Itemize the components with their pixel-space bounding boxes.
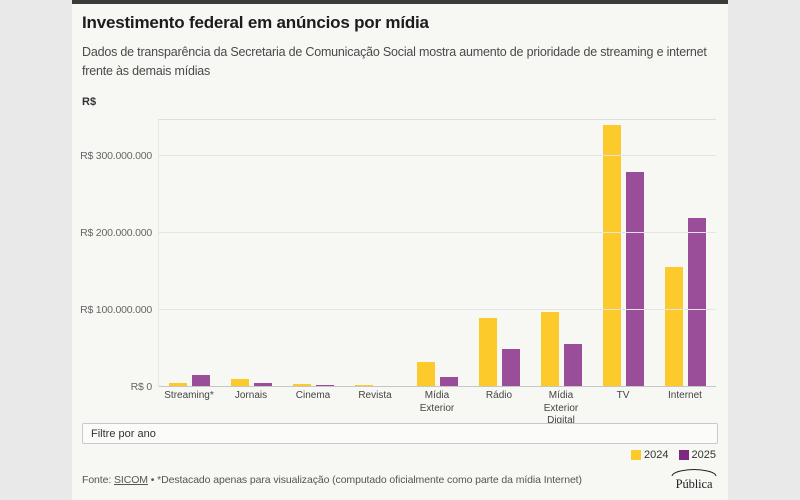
source-rest: • *Destacado apenas para visualização (c… xyxy=(147,474,582,486)
publica-logo: Pública xyxy=(670,468,718,491)
year-filter-select[interactable]: Filtre por ano xyxy=(82,423,718,444)
x-axis-label-tv: TV xyxy=(616,390,630,401)
source-note: Fonte: SICOM • *Destacado apenas para vi… xyxy=(82,468,582,486)
x-axis-labels: Streaming* Jornais Cinema Revista Mídia Exte… xyxy=(158,390,716,428)
publica-logo-text: Pública xyxy=(675,477,713,491)
legend-item-2025: 2025 xyxy=(678,449,716,461)
bar-2025-tv[interactable] xyxy=(625,172,644,387)
bar-2024-internet[interactable] xyxy=(664,266,683,387)
bar-group-internet xyxy=(654,120,716,387)
legend-label: 2025 xyxy=(691,449,716,461)
bar-2024-streaming[interactable] xyxy=(169,383,188,387)
bar-chart: R$ 0 R$ 100.000.000 R$ 200.000.000 R$ 300.0… xyxy=(80,119,718,426)
y-axis-tick-label: R$ 100.000.000 xyxy=(80,304,152,317)
bar-2024-m-dia-exterior[interactable] xyxy=(417,361,435,387)
top-accent-bar xyxy=(72,0,728,4)
bar-group-tv xyxy=(592,120,654,387)
legend-swatch-2025 xyxy=(678,450,689,460)
y-axis-tick-label: R$ 0 xyxy=(130,381,153,393)
bar-group-m-dia-exterior xyxy=(407,120,469,387)
bar-group-r-dio xyxy=(468,120,530,387)
legend-swatch-2024 xyxy=(631,450,642,460)
bar-2024-r-dio[interactable] xyxy=(478,317,497,387)
bar-2024-tv[interactable] xyxy=(602,125,621,387)
bar-2024-cinema[interactable] xyxy=(293,383,312,387)
publica-logo-curve-icon xyxy=(671,468,717,477)
source-prefix: Fonte: xyxy=(82,474,114,486)
chart-card: Investimento federal em anúncios por míd… xyxy=(72,0,728,500)
bar-2024-m-dia-exterior-digital[interactable] xyxy=(540,312,559,387)
y-axis-unit-label: R$ xyxy=(82,96,97,108)
page-title: Investimento federal em anúncios por míd… xyxy=(82,13,429,32)
bar-2025-r-dio[interactable] xyxy=(501,349,520,387)
x-axis-label-cinema: Cinema xyxy=(295,390,331,401)
year-filter-label: Filtre por ano xyxy=(91,427,156,440)
chart-legend: 2024 2025 xyxy=(631,449,716,461)
footer: Fonte: SICOM • *Destacado apenas para vi… xyxy=(82,468,718,491)
y-axis-tick-label: R$ 300.000.000 xyxy=(80,150,152,163)
gridline xyxy=(159,309,716,311)
x-axis-label-m-dia-exterior-digital: Mídia Exterior Digital xyxy=(543,390,579,426)
bar-group-jornais xyxy=(221,120,283,387)
plot-area: R$ 0 R$ 100.000.000 R$ 200.000.000 R$ 300.0… xyxy=(80,119,716,393)
x-axis-label-jornais: Jornais xyxy=(234,390,268,401)
legend-label: 2024 xyxy=(644,449,669,461)
bar-2025-internet[interactable] xyxy=(687,217,706,387)
bar-2024-jornais[interactable] xyxy=(231,378,250,387)
bar-group-cinema xyxy=(283,120,345,387)
bar-group-streaming xyxy=(159,120,221,387)
source-link[interactable]: SICOM xyxy=(114,474,148,486)
legend-item-2024: 2024 xyxy=(631,449,669,461)
bar-group-m-dia-exterior-digital xyxy=(530,120,592,387)
gridline xyxy=(159,155,716,157)
x-axis-label-m-dia-exterior: Mídia Exterior xyxy=(419,390,455,414)
bar-2025-jornais[interactable] xyxy=(254,383,273,387)
x-axis-label-internet: Internet xyxy=(668,390,702,401)
x-axis-label-revista: Revista xyxy=(358,390,392,401)
bar-2025-m-dia-exterior-digital[interactable] xyxy=(563,343,582,387)
gridline xyxy=(159,232,716,234)
y-axis-tick-label: R$ 200.000.000 xyxy=(80,227,152,240)
bar-2025-m-dia-exterior[interactable] xyxy=(440,377,458,387)
bar-2025-streaming[interactable] xyxy=(192,374,211,387)
gridline xyxy=(159,386,716,387)
bar-group-revista xyxy=(345,120,407,387)
bar-2024-revista[interactable] xyxy=(355,384,374,387)
bar-groups xyxy=(159,120,716,387)
x-axis-label-r-dio: Rádio xyxy=(485,390,513,401)
x-axis-label-streaming: Streaming* xyxy=(164,390,214,401)
page-subtitle: Dados de transparência da Secretaria de … xyxy=(82,45,707,78)
